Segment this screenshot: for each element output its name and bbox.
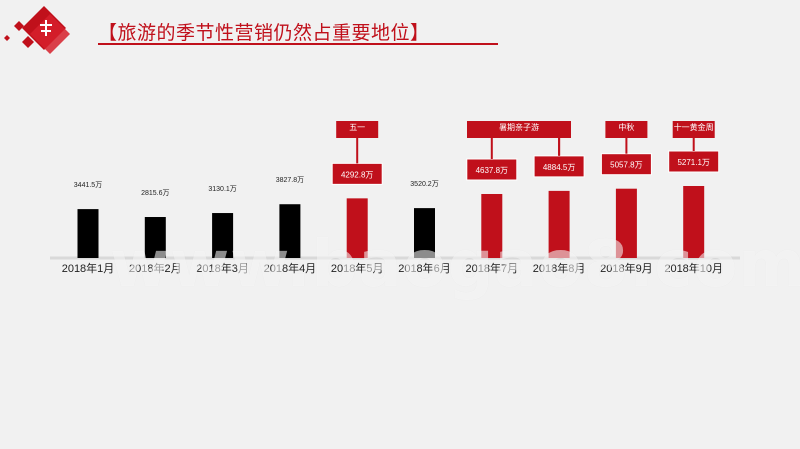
- bar: [212, 213, 234, 258]
- x-tick-label: 2018年9月: [600, 261, 653, 275]
- callout-label: 中秋: [618, 122, 634, 132]
- data-label: 3827.8万: [276, 176, 304, 184]
- data-label: 3520.2万: [410, 180, 438, 188]
- bar: [346, 198, 368, 258]
- data-label: 5271.1万: [677, 158, 709, 167]
- page-title: 【旅游的季节性营销仍然占重要地位】: [98, 22, 430, 44]
- callout-box: [467, 121, 571, 138]
- callout-label: 十一黄金周: [674, 122, 714, 132]
- callout-label: 暑期亲子游: [499, 122, 539, 132]
- x-tick-label: 2018年10月: [664, 261, 723, 275]
- bar: [77, 209, 99, 258]
- x-tick-label: 2018年6月: [398, 261, 451, 275]
- x-tick-label: 2018年5月: [331, 261, 384, 275]
- bar: [481, 193, 503, 258]
- callout-label: 五一: [349, 123, 365, 132]
- bar: [414, 208, 435, 258]
- data-label: 3130.1万: [208, 185, 236, 193]
- bar: [683, 186, 705, 258]
- data-label: 5057.8万: [610, 161, 642, 170]
- callout-box: [605, 121, 648, 138]
- x-tick-label: 2018年7月: [466, 261, 519, 275]
- bar: [548, 190, 570, 258]
- data-label: 4884.5万: [543, 163, 575, 172]
- diamond-logo-icon: [4, 6, 70, 54]
- data-label: 4292.8万: [341, 170, 373, 179]
- bar: [615, 188, 637, 258]
- callout-box: [336, 121, 379, 138]
- callout-box: [672, 121, 715, 138]
- x-tick-label: 2018年2月: [129, 261, 182, 275]
- title-underline: [98, 43, 498, 45]
- x-tick-label: 2018年3月: [196, 261, 249, 275]
- x-tick-label: 2018年4月: [264, 261, 317, 275]
- x-tick-label: 2018年1月: [62, 261, 115, 275]
- data-label: 2815.6万: [141, 189, 169, 197]
- bar: [144, 217, 166, 258]
- x-tick-label: 2018年8月: [533, 261, 586, 275]
- bar: [279, 204, 301, 258]
- data-label: 3441.5万: [74, 181, 102, 189]
- data-label: 4637.8万: [476, 166, 508, 175]
